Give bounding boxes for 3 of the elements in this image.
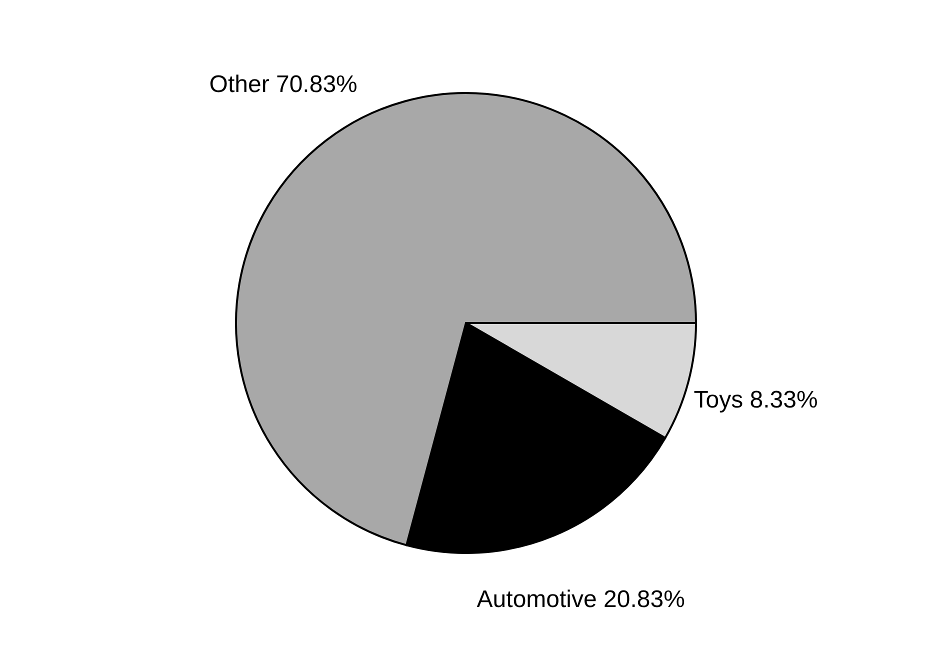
slice-label: Toys 8.33% (694, 386, 818, 414)
slice-label: Other 70.83% (209, 71, 358, 98)
slice-label: Automotive 20.83% (476, 586, 685, 614)
